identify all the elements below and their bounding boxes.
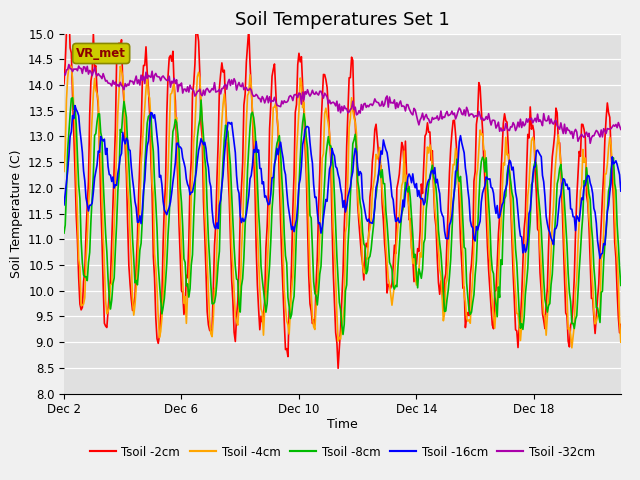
- Tsoil -8cm: [334, 277, 342, 283]
- Tsoil -2cm: [64, 5, 72, 11]
- Line: Tsoil -32cm: Tsoil -32cm: [64, 64, 621, 143]
- Tsoil -4cm: [334, 338, 342, 344]
- Text: VR_met: VR_met: [76, 47, 126, 60]
- Line: Tsoil -8cm: Tsoil -8cm: [64, 98, 621, 335]
- Tsoil -2cm: [355, 220, 363, 226]
- Line: Tsoil -4cm: Tsoil -4cm: [64, 65, 621, 348]
- Tsoil -4cm: [559, 207, 567, 213]
- Tsoil -4cm: [67, 62, 74, 68]
- Tsoil -32cm: [306, 93, 314, 99]
- Tsoil -2cm: [335, 345, 343, 351]
- Line: Tsoil -16cm: Tsoil -16cm: [64, 106, 621, 259]
- Tsoil -4cm: [344, 175, 352, 180]
- X-axis label: Time: Time: [327, 418, 358, 431]
- Tsoil -16cm: [617, 188, 625, 194]
- Tsoil -32cm: [354, 111, 362, 117]
- Tsoil -8cm: [306, 213, 314, 218]
- Tsoil -4cm: [354, 190, 362, 196]
- Y-axis label: Soil Temperature (C): Soil Temperature (C): [10, 149, 22, 278]
- Title: Soil Temperatures Set 1: Soil Temperatures Set 1: [235, 11, 450, 29]
- Tsoil -4cm: [306, 269, 314, 275]
- Tsoil -16cm: [596, 256, 604, 262]
- Tsoil -32cm: [617, 127, 625, 132]
- Tsoil -2cm: [617, 322, 625, 327]
- Tsoil -2cm: [561, 275, 568, 280]
- Tsoil -16cm: [559, 176, 567, 181]
- Tsoil -8cm: [617, 283, 625, 288]
- Tsoil -4cm: [60, 168, 68, 174]
- Tsoil -2cm: [306, 301, 314, 307]
- Tsoil -32cm: [65, 61, 73, 67]
- Tsoil -32cm: [586, 140, 594, 146]
- Tsoil -8cm: [68, 95, 76, 101]
- Tsoil -16cm: [531, 164, 539, 170]
- Tsoil -4cm: [617, 339, 625, 345]
- Tsoil -8cm: [532, 162, 540, 168]
- Tsoil -16cm: [354, 164, 362, 170]
- Tsoil -2cm: [532, 191, 540, 196]
- Tsoil -32cm: [559, 131, 567, 136]
- Tsoil -2cm: [60, 81, 68, 87]
- Tsoil -16cm: [334, 172, 342, 178]
- Tsoil -16cm: [60, 202, 68, 208]
- Tsoil -16cm: [344, 194, 352, 200]
- Tsoil -2cm: [334, 365, 342, 371]
- Tsoil -8cm: [346, 222, 353, 228]
- Tsoil -16cm: [71, 103, 79, 108]
- Tsoil -8cm: [355, 186, 363, 192]
- Legend: Tsoil -2cm, Tsoil -4cm, Tsoil -8cm, Tsoil -16cm, Tsoil -32cm: Tsoil -2cm, Tsoil -4cm, Tsoil -8cm, Tsoi…: [85, 441, 600, 463]
- Tsoil -16cm: [306, 140, 314, 145]
- Tsoil -4cm: [568, 345, 576, 351]
- Tsoil -8cm: [339, 332, 347, 337]
- Tsoil -32cm: [334, 108, 342, 114]
- Tsoil -32cm: [60, 71, 68, 77]
- Tsoil -8cm: [561, 200, 568, 206]
- Tsoil -8cm: [60, 230, 68, 236]
- Tsoil -32cm: [344, 110, 352, 116]
- Line: Tsoil -2cm: Tsoil -2cm: [64, 8, 621, 368]
- Tsoil -2cm: [346, 75, 353, 81]
- Tsoil -32cm: [531, 115, 539, 121]
- Tsoil -4cm: [531, 154, 539, 160]
